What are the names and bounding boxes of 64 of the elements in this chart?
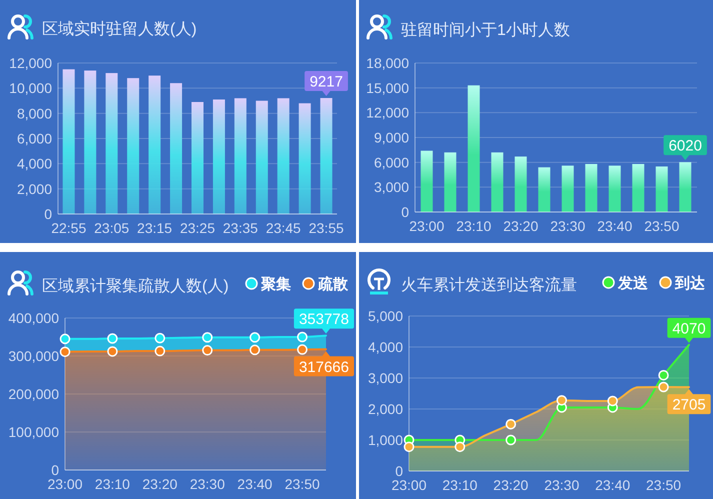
data-label: 9217 — [310, 74, 343, 91]
y-tick-label: 4,000 — [368, 339, 404, 355]
x-tick-label: 23:20 — [503, 218, 538, 234]
y-tick-label: 1,000 — [368, 432, 404, 448]
x-tick-label: 23:55 — [308, 220, 344, 236]
x-tick-label: 23:25 — [180, 220, 216, 236]
y-tick-label: 0 — [51, 462, 60, 478]
y-tick-label: 10,000 — [9, 80, 52, 96]
legend-label: 聚集 — [260, 276, 291, 293]
x-tick-label: 23:00 — [47, 476, 83, 492]
x-tick-label: 23:30 — [190, 476, 226, 492]
y-tick-label: 0 — [395, 463, 404, 479]
x-tick-label: 23:50 — [284, 476, 320, 492]
y-tick-label: 2,000 — [368, 401, 404, 417]
data-label: 353778 — [298, 311, 349, 328]
x-tick-label: 23:20 — [493, 477, 529, 493]
y-tick-label: 0 — [401, 204, 410, 220]
y-tick-label: 15,000 — [366, 80, 410, 96]
x-tick-label: 23:50 — [644, 218, 680, 234]
x-tick-label: 23:40 — [595, 477, 630, 493]
y-tick-label: 6,000 — [16, 130, 52, 146]
x-tick-label: 23:50 — [646, 477, 682, 493]
x-tick-label: 23:30 — [550, 218, 586, 234]
data-label: 4070 — [672, 320, 706, 338]
x-tick-label: 23:20 — [142, 476, 178, 492]
y-tick-label: 3,000 — [368, 370, 404, 386]
x-tick-label: 23:40 — [597, 218, 632, 234]
y-tick-label: 5,000 — [368, 308, 404, 324]
legend-label: 疏散 — [317, 275, 349, 293]
x-tick-label: 23:30 — [544, 477, 580, 493]
x-tick-label: 23:00 — [391, 477, 427, 493]
x-tick-label: 23:40 — [237, 476, 273, 492]
x-tick-label: 22:55 — [51, 220, 86, 236]
y-tick-label: 3,000 — [374, 179, 410, 196]
y-tick-label: 2,000 — [16, 180, 52, 197]
chart-title: 驻留时间小于1小时人数 — [401, 21, 570, 39]
data-label: 6020 — [668, 138, 702, 155]
y-tick-label: 0 — [44, 206, 52, 222]
x-tick-label: 23:10 — [442, 477, 478, 493]
x-tick-label: 23:10 — [94, 476, 130, 492]
y-tick-label: 100,000 — [8, 424, 60, 440]
chart-title: 区域累计聚集疏散人数(人) — [42, 277, 229, 295]
y-tick-label: 9,000 — [374, 130, 410, 146]
x-tick-label: 23:45 — [266, 220, 302, 236]
y-tick-label: 6,000 — [374, 154, 410, 170]
chart-title: 区域实时驻留人数(人) — [42, 20, 197, 38]
chart-title: 火车累计发送到达客流量 — [401, 276, 577, 294]
y-tick-label: 300,000 — [8, 348, 60, 364]
y-tick-label: 18,000 — [366, 55, 410, 71]
y-tick-label: 4,000 — [16, 156, 52, 172]
y-tick-label: 12,000 — [366, 104, 410, 121]
y-tick-label: 12,000 — [9, 55, 52, 71]
legend-label: 发送 — [617, 275, 649, 292]
x-tick-label: 23:15 — [137, 220, 172, 236]
x-tick-label: 23:05 — [94, 220, 130, 236]
x-tick-label: 23:00 — [409, 218, 444, 234]
y-tick-label: 200,000 — [8, 386, 60, 402]
y-tick-label: 400,000 — [8, 310, 60, 326]
y-tick-label: 8,000 — [16, 105, 52, 122]
data-label: 317666 — [298, 358, 349, 376]
legend-label: 到达 — [674, 275, 706, 292]
x-tick-label: 23:35 — [222, 220, 258, 236]
x-tick-label: 23:10 — [456, 218, 492, 234]
data-label: 2705 — [672, 396, 706, 414]
